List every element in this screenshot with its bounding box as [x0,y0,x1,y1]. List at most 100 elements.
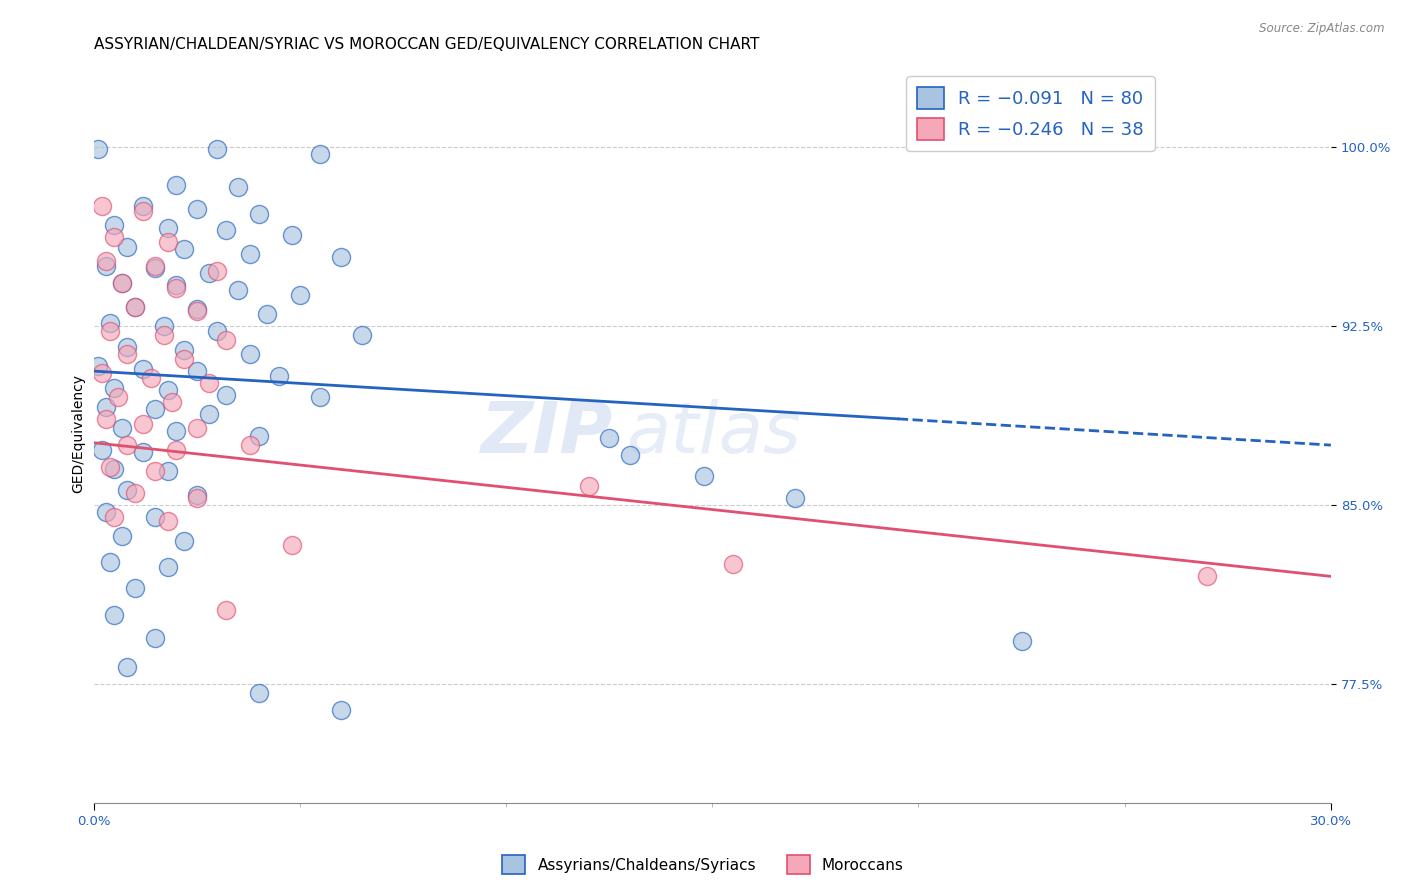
Point [269,368,291,383]
Point [103,462,125,476]
Point [186,364,208,378]
Point [186,301,208,316]
Text: atlas: atlas [626,399,800,467]
Point [156,235,179,250]
Y-axis label: GED/Equivalency: GED/Equivalency [72,374,86,492]
Point [721,558,744,572]
Point [98,324,121,338]
Point [186,304,208,318]
Point [145,509,167,524]
Point [165,278,187,293]
Point [103,381,125,395]
Point [132,361,155,376]
Point [111,276,134,290]
Point [1197,569,1219,583]
Point [173,533,195,548]
Point [160,395,183,409]
Point [156,220,179,235]
Point [115,483,138,498]
Point [207,264,229,278]
Point [239,347,262,361]
Text: ZIP: ZIP [481,399,613,467]
Point [103,219,125,233]
Point [94,259,117,273]
Point [330,250,353,264]
Point [247,686,270,700]
Point [124,582,146,596]
Point [115,240,138,254]
Point [165,280,187,294]
Point [115,438,138,452]
Point [111,421,134,435]
Point [330,703,353,717]
Point [309,390,332,404]
Point [98,459,121,474]
Point [198,266,221,280]
Point [111,529,134,543]
Point [98,555,121,569]
Text: ASSYRIAN/CHALDEAN/SYRIAC VS MOROCCAN GED/EQUIVALENCY CORRELATION CHART: ASSYRIAN/CHALDEAN/SYRIAC VS MOROCCAN GED… [94,37,759,53]
Point [578,478,600,492]
Point [1011,633,1033,648]
Point [145,259,167,273]
Point [145,464,167,478]
Point [152,318,174,333]
Point [107,390,129,404]
Point [226,283,249,297]
Point [124,300,146,314]
Point [156,383,179,397]
Point [165,442,187,457]
Point [90,367,112,381]
Point [693,469,716,483]
Point [186,202,208,216]
Point [598,431,620,445]
Point [145,632,167,646]
Point [173,343,195,357]
Text: Source: ZipAtlas.com: Source: ZipAtlas.com [1260,22,1385,36]
Point [111,276,134,290]
Point [115,347,138,361]
Point [94,505,117,519]
Point [309,147,332,161]
Point [165,178,187,192]
Point [145,261,167,276]
Point [214,333,236,347]
Point [783,491,806,505]
Point [288,287,311,301]
Point [115,340,138,354]
Point [132,445,155,459]
Point [186,488,208,502]
Point [165,424,187,438]
Point [247,206,270,220]
Point [198,407,221,421]
Point [239,247,262,261]
Point [141,371,163,385]
Point [152,328,174,343]
Point [156,559,179,574]
Point [280,538,302,552]
Point [350,328,373,343]
Point [186,421,208,435]
Point [132,199,155,213]
Point [207,142,229,156]
Point [173,243,195,257]
Point [214,223,236,237]
Point [103,509,125,524]
Point [173,352,195,367]
Point [94,412,117,426]
Point [198,376,221,390]
Point [280,228,302,243]
Point [226,180,249,194]
Point [132,204,155,219]
Point [247,428,270,442]
Point [156,515,179,529]
Point [132,417,155,431]
Point [214,388,236,402]
Point [214,603,236,617]
Point [86,359,108,374]
Point [156,464,179,478]
Point [124,300,146,314]
Point [98,317,121,331]
Point [256,307,278,321]
Point [239,438,262,452]
